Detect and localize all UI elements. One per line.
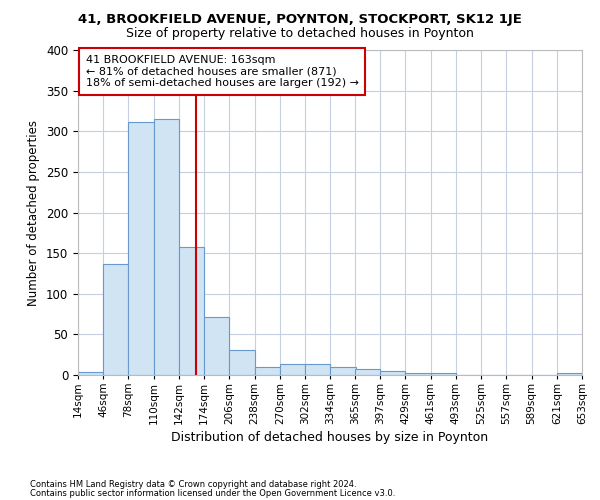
- Bar: [557, 372, 582, 375]
- Bar: [254, 367, 280, 375]
- Bar: [103, 264, 128, 375]
- Bar: [380, 371, 406, 375]
- Bar: [331, 367, 356, 375]
- Bar: [78, 372, 103, 375]
- Bar: [204, 318, 229, 375]
- Text: 41, BROOKFIELD AVENUE, POYNTON, STOCKPORT, SK12 1JE: 41, BROOKFIELD AVENUE, POYNTON, STOCKPOR…: [78, 12, 522, 26]
- Bar: [431, 372, 456, 375]
- Bar: [280, 364, 305, 375]
- Text: Contains public sector information licensed under the Open Government Licence v3: Contains public sector information licen…: [30, 488, 395, 498]
- Text: Contains HM Land Registry data © Crown copyright and database right 2024.: Contains HM Land Registry data © Crown c…: [30, 480, 356, 489]
- Bar: [406, 372, 431, 375]
- Text: Size of property relative to detached houses in Poynton: Size of property relative to detached ho…: [126, 28, 474, 40]
- Bar: [229, 350, 254, 375]
- Bar: [128, 122, 154, 375]
- Bar: [305, 364, 331, 375]
- Bar: [154, 119, 179, 375]
- Bar: [355, 368, 380, 375]
- Bar: [179, 246, 204, 375]
- X-axis label: Distribution of detached houses by size in Poynton: Distribution of detached houses by size …: [172, 431, 488, 444]
- Y-axis label: Number of detached properties: Number of detached properties: [28, 120, 40, 306]
- Text: 41 BROOKFIELD AVENUE: 163sqm
← 81% of detached houses are smaller (871)
18% of s: 41 BROOKFIELD AVENUE: 163sqm ← 81% of de…: [86, 55, 359, 88]
